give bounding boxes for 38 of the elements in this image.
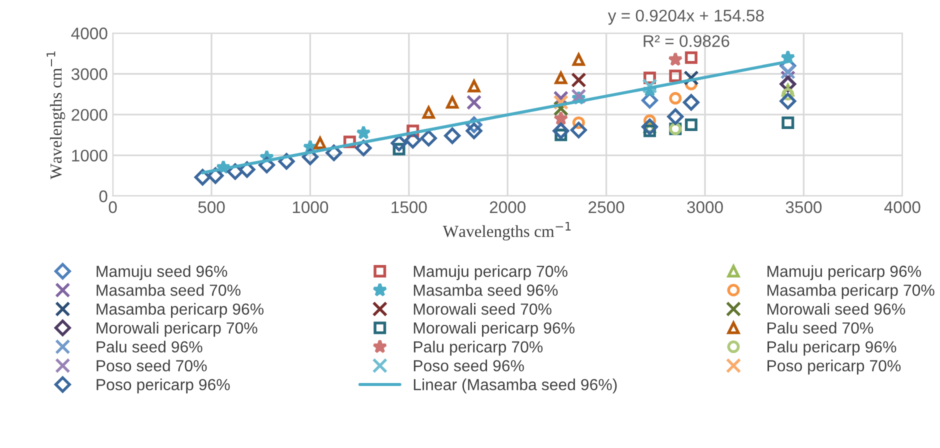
legend-label: Morowali seed 70% [414, 303, 552, 315]
legend-label: Masamba seed 70% [96, 284, 240, 296]
legend-label: Poso pericarp 96% [96, 378, 230, 394]
x-tick-label: 1500 [392, 201, 427, 214]
legend-label: Poso seed 70% [96, 360, 207, 372]
legend-label: Poso seed 96% [414, 360, 524, 372]
legend-label: Linear (Masamba seed 96%) [414, 378, 617, 394]
legend-label: Palu pericarp 70% [414, 340, 543, 356]
text: y = 0.9204x + 154.58 [608, 10, 764, 25]
x-axis-title: Wavelengths cm$^{−1}$ [442, 222, 571, 240]
legend-label: Morowali pericarp 96% [414, 322, 575, 337]
legend-label: Morowali seed 96% [768, 303, 906, 315]
legend-label: Mamuju pericarp 96% [768, 265, 922, 280]
x-tick-label: 500 [198, 201, 225, 214]
legend-label: Palu pericarp 96% [768, 340, 896, 356]
x-tick-label: 2500 [588, 201, 624, 214]
legend-label: Masamba seed 96% [414, 284, 558, 296]
legend-label: Masamba pericarp 70% [768, 284, 934, 300]
x-tick-label: 2000 [490, 201, 526, 214]
annotation: R² = 0.9826 [644, 35, 730, 48]
y-tick-label: 1000 [72, 150, 108, 162]
x-tick-label: 1000 [292, 201, 328, 214]
y-tick-label: 4000 [71, 28, 108, 40]
x-tick-label: 3000 [687, 201, 723, 214]
legend-label: Palu seed 96% [96, 340, 202, 353]
legend-label: Morowali pericarp 70% [96, 322, 258, 337]
y-axis-title: Wavelengths cm$^{−1}$ [46, 52, 66, 180]
y-tick-label: 0 [99, 190, 108, 202]
legend-label: Masamba pericarp 96% [96, 303, 264, 318]
y-tick-label: 3000 [72, 68, 108, 80]
y-tick-label: 2000 [72, 108, 108, 121]
legend-label: Mamuju seed 96% [96, 265, 228, 280]
x-tick-label: 0 [108, 201, 117, 214]
legend-label: Poso pericarp 70% [768, 360, 901, 375]
x-tick-label: 4000 [884, 201, 920, 214]
x-tick-label: 3500 [786, 201, 822, 214]
legend-label: Palu seed 70% [768, 322, 874, 334]
legend-label: Mamuju pericarp 70% [414, 265, 568, 280]
